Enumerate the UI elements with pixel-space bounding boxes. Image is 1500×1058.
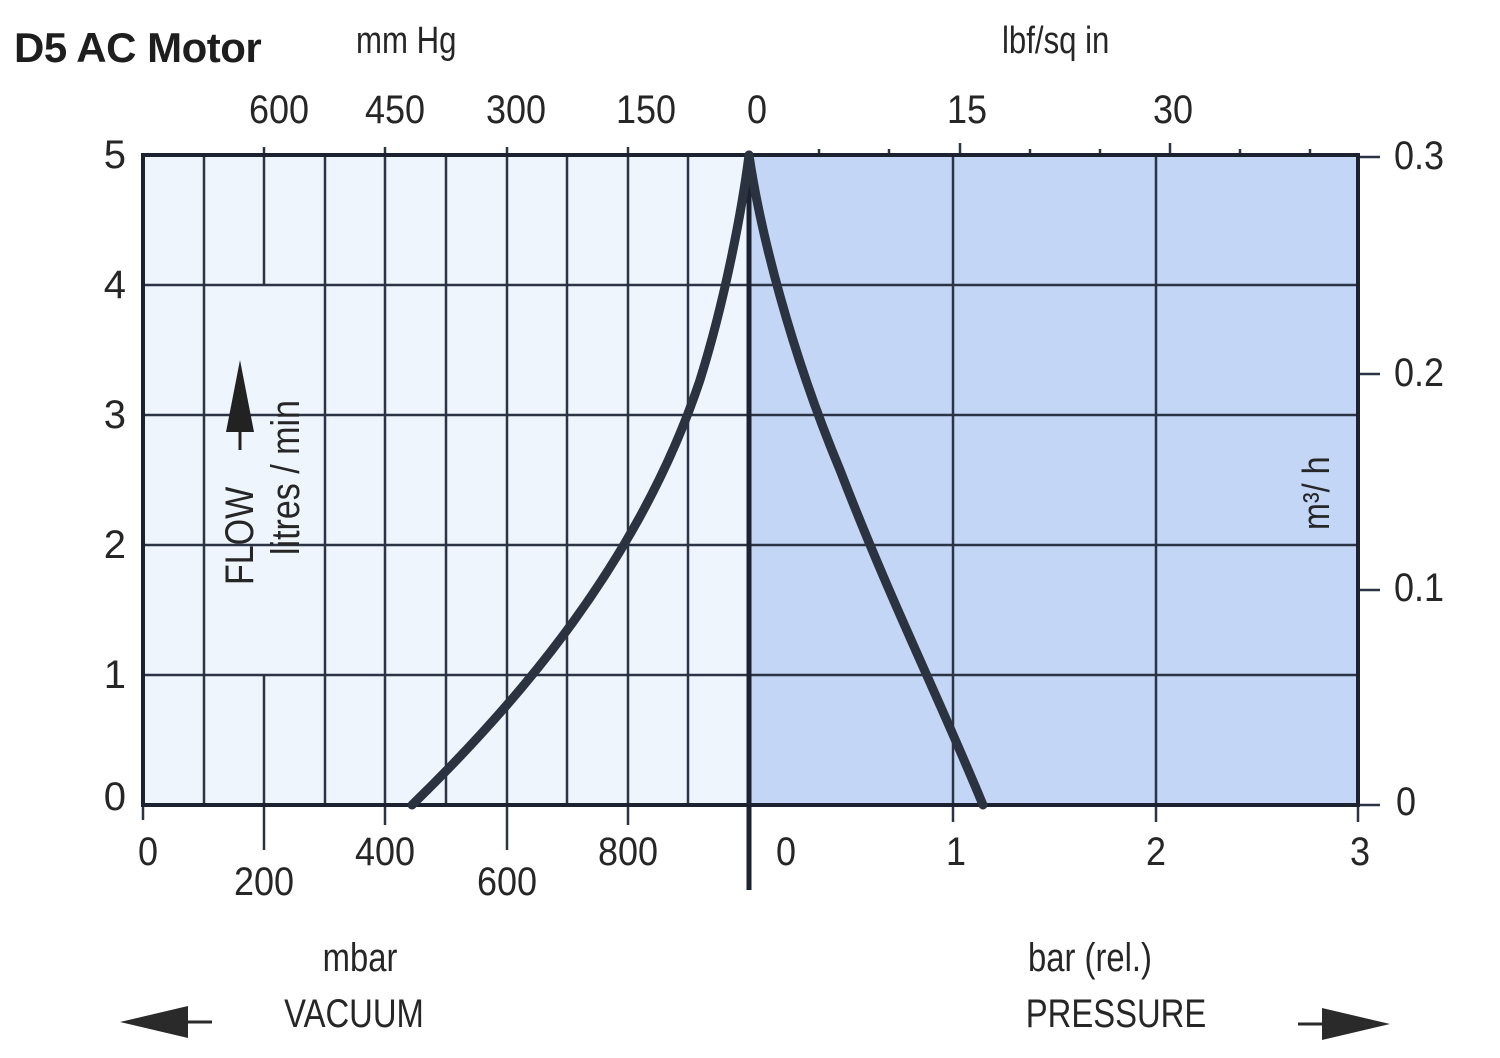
y-tick-0: 0 bbox=[103, 775, 126, 819]
bottom-tick-mbar-400: 400 bbox=[354, 830, 416, 874]
bottom-tick-mbar-600: 600 bbox=[476, 860, 538, 904]
right-tick-0-3: 0.3 bbox=[1394, 134, 1445, 178]
y-tick-2: 2 bbox=[103, 523, 126, 567]
bottom-tick-bar-0: 0 bbox=[775, 830, 797, 874]
top-right-unit-label: lbf/sq in bbox=[1002, 20, 1110, 62]
y-tick-5: 5 bbox=[103, 133, 126, 177]
top-tick-psi-30: 30 bbox=[1152, 88, 1194, 132]
vacuum-caption: VACUUM bbox=[284, 992, 424, 1036]
vacuum-arrow-icon bbox=[120, 1006, 212, 1038]
top-tick-mmhg-0: 0 bbox=[746, 88, 768, 132]
y-tick-1: 1 bbox=[103, 653, 126, 697]
y-tick-3: 3 bbox=[103, 393, 126, 437]
flow-axis-label: FLOW bbox=[218, 469, 263, 585]
bottom-tick-bar-1: 1 bbox=[945, 830, 967, 874]
y-tick-4: 4 bbox=[103, 263, 126, 307]
m3h-label: m³/ h bbox=[1296, 456, 1338, 530]
top-left-unit-label: mm Hg bbox=[356, 20, 457, 62]
vacuum-curve bbox=[407, 150, 754, 810]
bar-unit-label: bar (rel.) bbox=[1028, 936, 1152, 980]
m3h-axis-label: m³/ h bbox=[1296, 443, 1339, 530]
bottom-tick-mbar-0: 0 bbox=[137, 830, 159, 874]
flow-arrow-icon bbox=[226, 360, 254, 450]
flow-unit-axis-label: litres / min bbox=[264, 373, 309, 555]
right-ticks bbox=[1358, 155, 1380, 807]
pressure-caption: PRESSURE bbox=[1025, 992, 1207, 1036]
bottom-tick-mbar-800: 800 bbox=[597, 830, 659, 874]
pressure-arrow-icon bbox=[1298, 1008, 1390, 1040]
flow-label: FLOW bbox=[218, 486, 262, 585]
chart-title: D5 AC Motor bbox=[14, 24, 262, 71]
right-tick-0: 0 bbox=[1396, 780, 1417, 824]
pressure-curve bbox=[744, 150, 988, 810]
bottom-tick-bar-3: 3 bbox=[1349, 830, 1371, 874]
right-tick-0-2: 0.2 bbox=[1394, 351, 1445, 395]
pressure-region bbox=[749, 155, 1358, 805]
bottom-ticks bbox=[141, 805, 1360, 850]
mbar-unit-label: mbar bbox=[322, 936, 398, 980]
right-tick-0-1: 0.1 bbox=[1394, 566, 1445, 610]
top-tick-mmhg-450: 450 bbox=[364, 88, 426, 132]
top-tick-mmhg-300: 300 bbox=[485, 88, 547, 132]
bottom-tick-bar-2: 2 bbox=[1145, 830, 1167, 874]
grid bbox=[143, 155, 1358, 805]
flow-unit-label: litres / min bbox=[264, 400, 308, 555]
top-tick-mmhg-600: 600 bbox=[248, 88, 310, 132]
top-tick-psi-15: 15 bbox=[946, 88, 988, 132]
top-tick-mmhg-150: 150 bbox=[615, 88, 677, 132]
bottom-tick-mbar-200: 200 bbox=[233, 860, 295, 904]
